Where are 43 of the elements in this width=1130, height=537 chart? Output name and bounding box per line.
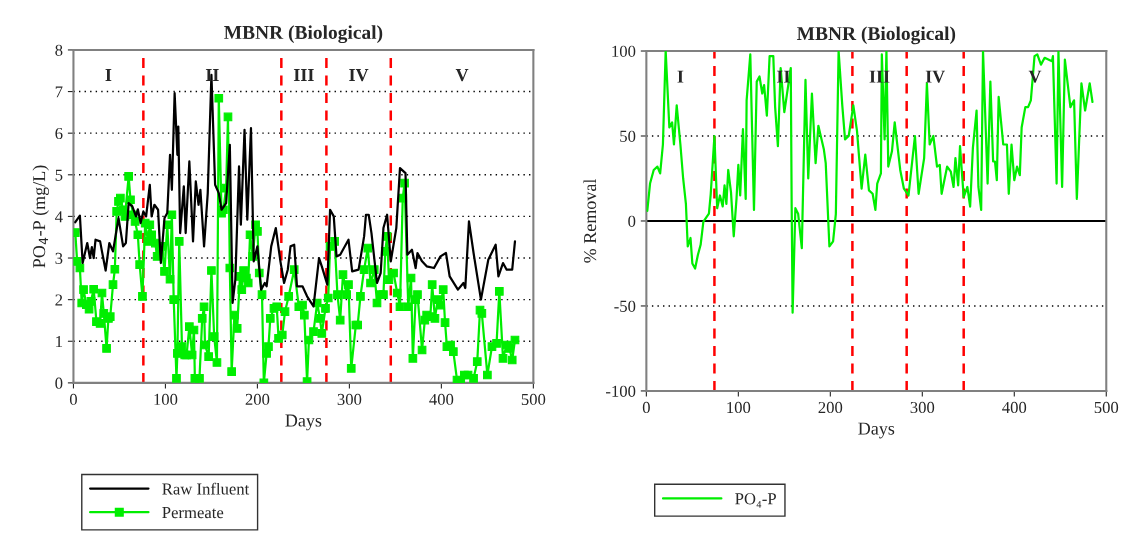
x-axis-title: Days bbox=[285, 414, 322, 431]
x-tick-label: 400 bbox=[1002, 401, 1027, 414]
x-tick-label: 500 bbox=[1094, 401, 1119, 414]
y-axis-title: PO$_{4}$-P (mg/L) bbox=[32, 165, 49, 268]
annotation: I bbox=[677, 70, 684, 83]
x-tick-label: 300 bbox=[337, 393, 362, 406]
y-tick-label: 1 bbox=[56, 336, 63, 348]
y-tick-label: -50 bbox=[614, 300, 636, 312]
y-axis-title: % Removal bbox=[583, 178, 597, 263]
legend-label: Raw Influent bbox=[162, 482, 250, 495]
y-tick-label: 4 bbox=[55, 211, 63, 223]
annotation: III bbox=[293, 69, 314, 81]
x-tick-label: 200 bbox=[245, 393, 270, 406]
x-tick-label: 100 bbox=[154, 393, 178, 406]
y-tick-label: 7 bbox=[55, 86, 63, 98]
x-tick-label: 0 bbox=[642, 401, 650, 414]
x-tick-label: 100 bbox=[727, 401, 751, 414]
y-tick-label: 5 bbox=[55, 169, 63, 181]
x-tick-label: 200 bbox=[818, 401, 843, 414]
y-tick-label: -100 bbox=[606, 385, 636, 397]
x-tick-label: 0 bbox=[69, 393, 77, 406]
legend-label: PO₄-P bbox=[735, 493, 776, 508]
y-tick-label: 100 bbox=[612, 45, 636, 57]
annotation: II bbox=[205, 69, 219, 81]
y-tick-label: 2 bbox=[55, 294, 63, 306]
x-axis-title: Days bbox=[858, 422, 895, 439]
x-tick-label: 400 bbox=[429, 393, 454, 406]
y-tick-label: 3 bbox=[55, 252, 63, 264]
line-series bbox=[646, 51, 1094, 314]
annotation: I bbox=[105, 69, 112, 81]
annotation: V bbox=[455, 69, 469, 82]
chart-title: MBNR (Biological) bbox=[224, 25, 383, 44]
y-tick-label: 8 bbox=[55, 44, 63, 56]
y-tick-label: 6 bbox=[55, 127, 63, 140]
x-tick-label: 500 bbox=[521, 393, 546, 406]
legend-label: Permeate bbox=[162, 507, 224, 519]
y-tick-label: 0 bbox=[55, 377, 63, 389]
chart-title: MBNR (Biological) bbox=[796, 26, 956, 45]
y-tick-label: 0 bbox=[628, 215, 636, 227]
annotation: IV bbox=[925, 70, 946, 83]
y-tick-label: 50 bbox=[620, 130, 636, 142]
x-tick-label: 300 bbox=[910, 401, 935, 414]
annotation: IV bbox=[349, 69, 369, 82]
